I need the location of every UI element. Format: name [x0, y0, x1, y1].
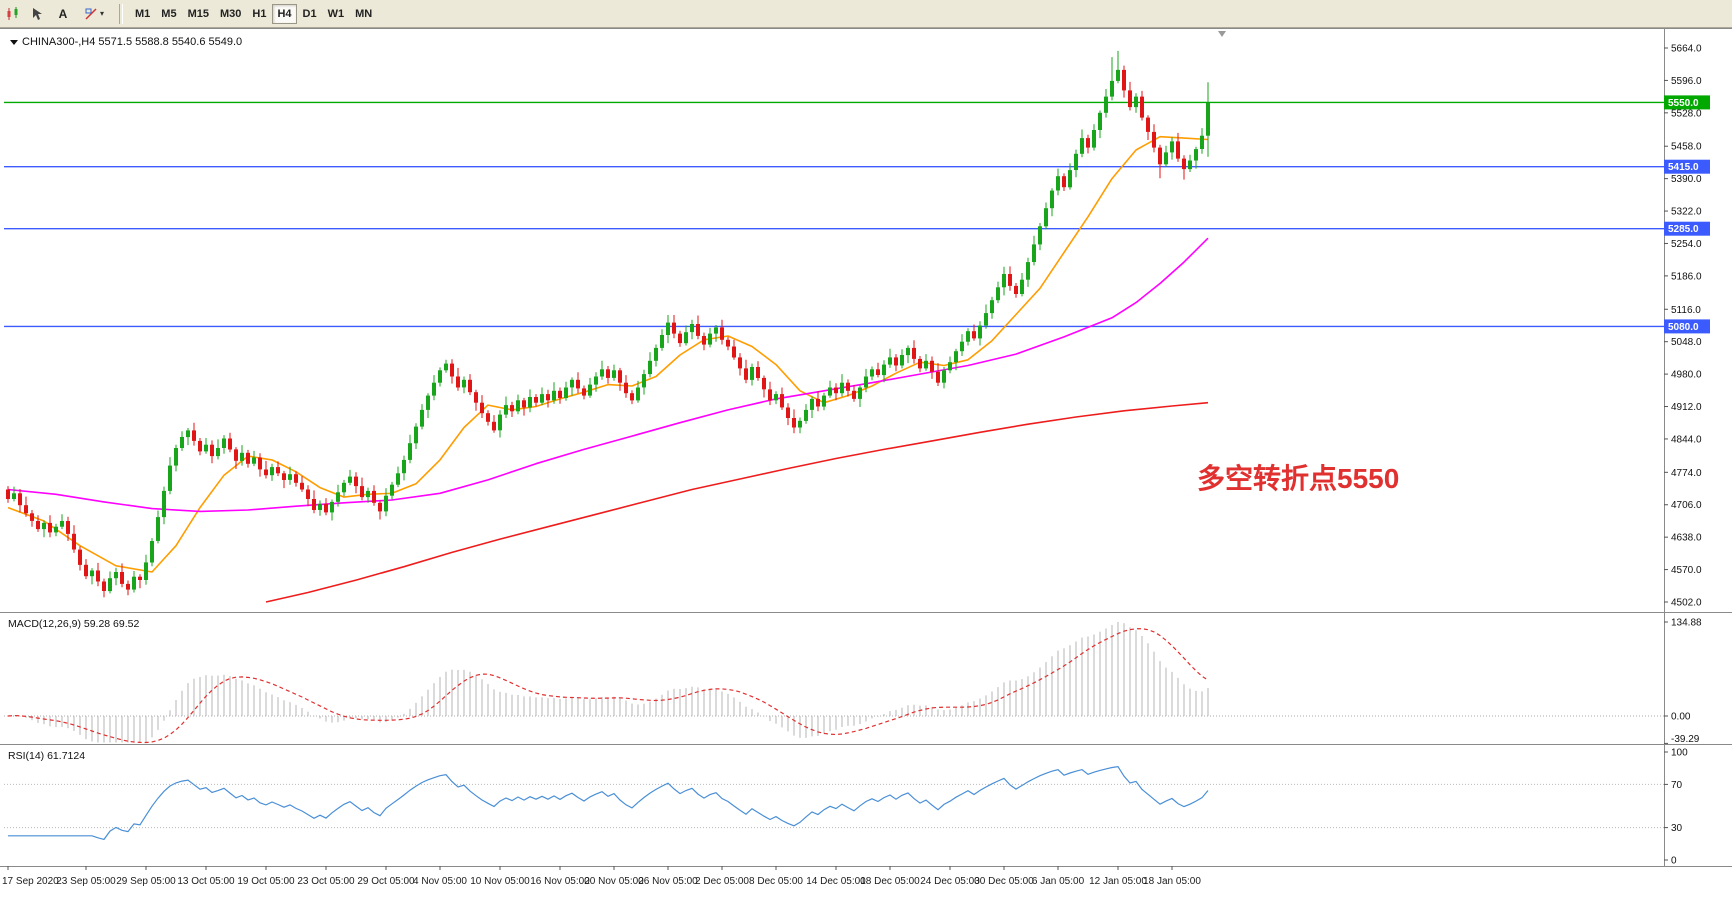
- axes-layer: 5664.0 5596.0 5528.0 5458.0 5390.0 5322.0 5254…: [0, 28, 1732, 887]
- chart-shift-marker-icon[interactable]: [1218, 31, 1226, 37]
- svg-text:134.88: 134.88: [1671, 618, 1702, 629]
- ma-mid-line[interactable]: [7, 237, 1209, 513]
- svg-text:70: 70: [1671, 780, 1683, 791]
- chart-window-icon: [4, 5, 22, 23]
- svg-text:29 Sep 05:00: 29 Sep 05:00: [116, 876, 176, 887]
- svg-text:4844.0: 4844.0: [1671, 434, 1702, 445]
- svg-text:19 Oct 05:00: 19 Oct 05:00: [237, 876, 295, 887]
- svg-text:4638.0: 4638.0: [1671, 533, 1702, 544]
- svg-text:8 Dec 05:00: 8 Dec 05:00: [749, 876, 803, 887]
- svg-text:5528.0: 5528.0: [1671, 108, 1702, 119]
- shapes-tool-button[interactable]: ▾: [76, 3, 112, 25]
- svg-text:23 Sep 05:00: 23 Sep 05:00: [56, 876, 116, 887]
- timeframe-button-m15[interactable]: M15: [183, 4, 214, 24]
- candles-layer: [6, 50, 1210, 598]
- rsi-axis[interactable]: 100 70 30 0: [1664, 748, 1688, 867]
- macd-histogram: [7, 622, 1209, 743]
- svg-text:5390.0: 5390.0: [1671, 174, 1702, 185]
- svg-text:4502.0: 4502.0: [1671, 598, 1702, 609]
- price-axis[interactable]: 5664.0 5596.0 5528.0 5458.0 5390.0 5322.0 5254…: [1664, 44, 1710, 609]
- svg-text:29 Oct 05:00: 29 Oct 05:00: [357, 876, 415, 887]
- price-tag-5550.0[interactable]: 5550.0: [1664, 95, 1710, 110]
- svg-text:100: 100: [1671, 748, 1688, 759]
- price-tag-5080.0[interactable]: 5080.0: [1664, 319, 1710, 334]
- cursor-tool-button[interactable]: [24, 3, 50, 25]
- timeframe-button-m5[interactable]: M5: [156, 4, 181, 24]
- svg-text:5048.0: 5048.0: [1671, 337, 1702, 348]
- svg-text:5322.0: 5322.0: [1671, 207, 1702, 218]
- svg-text:10 Nov 05:00: 10 Nov 05:00: [470, 876, 530, 887]
- symbol-dropdown-icon[interactable]: [10, 40, 18, 45]
- svg-text:5596.0: 5596.0: [1671, 76, 1702, 87]
- trendline-shapes-icon: [85, 7, 97, 20]
- svg-text:18 Jan 05:00: 18 Jan 05:00: [1143, 876, 1201, 887]
- timeframe-button-h1[interactable]: H1: [247, 4, 271, 24]
- toolbar-separator: [119, 3, 123, 24]
- svg-text:5116.0: 5116.0: [1671, 305, 1701, 316]
- svg-text:12 Jan 05:00: 12 Jan 05:00: [1089, 876, 1147, 887]
- timeframe-button-mn[interactable]: MN: [350, 4, 377, 24]
- price-tag-5415.0[interactable]: 5415.0: [1664, 159, 1710, 174]
- macd-axis[interactable]: 134.88 0.00 -39.29: [1664, 618, 1702, 746]
- timeframe-button-m30[interactable]: M30: [215, 4, 246, 24]
- svg-text:0: 0: [1671, 856, 1677, 867]
- timeframe-button-w1[interactable]: W1: [323, 4, 350, 24]
- svg-text:5664.0: 5664.0: [1671, 44, 1702, 55]
- svg-text:4912.0: 4912.0: [1671, 402, 1702, 413]
- macd-signal-line: [7, 628, 1209, 744]
- svg-text:13 Oct 05:00: 13 Oct 05:00: [177, 876, 235, 887]
- top-toolbar: A ▾ M1 M5 M15 M30 H1 H4 D1 W1 MN: [0, 0, 1732, 28]
- svg-text:6 Jan 05:00: 6 Jan 05:00: [1032, 876, 1085, 887]
- svg-text:30 Dec 05:00: 30 Dec 05:00: [974, 876, 1034, 887]
- svg-text:4570.0: 4570.0: [1671, 565, 1702, 576]
- svg-text:30: 30: [1671, 823, 1683, 834]
- rsi-label: RSI(14) 61.7124: [8, 750, 85, 762]
- svg-text:2 Dec 05:00: 2 Dec 05:00: [695, 876, 749, 887]
- svg-text:0.00: 0.00: [1671, 712, 1691, 723]
- macd-label: MACD(12,26,9) 59.28 69.52: [8, 618, 139, 630]
- price-tag-5285.0[interactable]: 5285.0: [1664, 221, 1710, 236]
- rsi-panel: [4, 766, 1664, 841]
- svg-text:20 Nov 05:00: 20 Nov 05:00: [584, 876, 644, 887]
- candlesticks: [6, 50, 1210, 598]
- svg-text:23 Oct 05:00: 23 Oct 05:00: [297, 876, 355, 887]
- svg-text:5415.0: 5415.0: [1668, 162, 1699, 173]
- svg-text:-39.29: -39.29: [1671, 734, 1700, 745]
- text-tool-button[interactable]: A: [52, 3, 74, 25]
- svg-text:16 Nov 05:00: 16 Nov 05:00: [530, 876, 590, 887]
- chevron-down-icon: ▾: [99, 9, 104, 18]
- svg-text:4774.0: 4774.0: [1671, 468, 1702, 479]
- svg-text:24 Dec 05:00: 24 Dec 05:00: [920, 876, 980, 887]
- svg-text:5458.0: 5458.0: [1671, 142, 1702, 153]
- horizontal-lines-layer: [4, 101, 1664, 328]
- timeframe-group: M1 M5 M15 M30 H1 H4 D1 W1 MN: [130, 3, 377, 24]
- macd-panel: [4, 622, 1664, 744]
- svg-text:5080.0: 5080.0: [1668, 322, 1699, 333]
- svg-text:18 Dec 05:00: 18 Dec 05:00: [860, 876, 920, 887]
- chart-symbol-title: CHINA300-,H4 5571.5 5588.8 5540.6 5549.0: [22, 36, 242, 48]
- svg-text:17 Sep 2020: 17 Sep 2020: [2, 876, 59, 887]
- ma-slow-line[interactable]: [265, 401, 1209, 603]
- timeframe-button-h4[interactable]: H4: [272, 3, 297, 24]
- timeframe-button-d1[interactable]: D1: [298, 4, 322, 24]
- rsi-line: [8, 766, 1209, 841]
- svg-text:5550.0: 5550.0: [1668, 98, 1699, 109]
- timeframe-button-m1[interactable]: M1: [130, 4, 155, 24]
- svg-text:5254.0: 5254.0: [1671, 239, 1702, 250]
- cursor-icon: [33, 7, 42, 20]
- svg-text:5186.0: 5186.0: [1671, 271, 1702, 282]
- svg-text:14 Dec 05:00: 14 Dec 05:00: [806, 876, 866, 887]
- svg-text:26 Nov 05:00: 26 Nov 05:00: [638, 876, 698, 887]
- svg-text:4706.0: 4706.0: [1671, 500, 1702, 511]
- panel-backgrounds: [0, 28, 1732, 897]
- annotation-text[interactable]: 多空转折点5550: [1197, 462, 1399, 494]
- svg-text:5285.0: 5285.0: [1668, 224, 1699, 235]
- svg-text:4 Nov 05:00: 4 Nov 05:00: [413, 876, 467, 887]
- svg-text:4980.0: 4980.0: [1671, 370, 1702, 381]
